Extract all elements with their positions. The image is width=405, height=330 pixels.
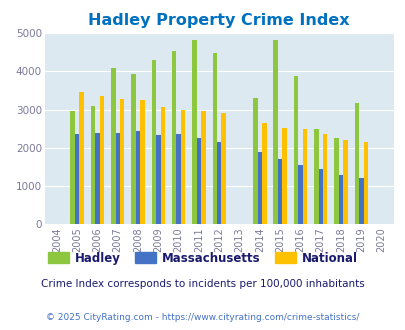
Bar <box>120 99 124 224</box>
Bar <box>342 140 347 224</box>
Bar <box>115 133 120 224</box>
Bar <box>302 129 307 224</box>
Bar <box>100 96 104 224</box>
Bar <box>79 92 83 224</box>
Bar <box>257 152 262 224</box>
Bar <box>160 107 164 224</box>
Bar <box>181 110 185 224</box>
Bar <box>151 60 156 224</box>
Bar <box>333 138 338 224</box>
Bar <box>111 68 115 224</box>
Bar <box>322 134 326 224</box>
Bar <box>216 142 221 224</box>
Bar <box>91 106 95 224</box>
Bar <box>354 103 358 224</box>
Bar <box>212 53 216 224</box>
Bar <box>95 133 100 224</box>
Bar <box>318 169 322 224</box>
Bar <box>293 76 297 224</box>
Bar <box>358 178 363 224</box>
Bar <box>262 123 266 224</box>
Bar <box>277 158 282 224</box>
Bar <box>282 128 286 224</box>
Bar <box>298 165 302 224</box>
Title: Hadley Property Crime Index: Hadley Property Crime Index <box>88 13 349 28</box>
Bar <box>192 40 196 224</box>
Bar <box>200 111 205 224</box>
Bar <box>135 131 140 224</box>
Bar <box>363 142 367 224</box>
Bar <box>313 129 318 224</box>
Text: © 2025 CityRating.com - https://www.cityrating.com/crime-statistics/: © 2025 CityRating.com - https://www.city… <box>46 313 359 322</box>
Bar <box>75 134 79 224</box>
Bar <box>176 134 181 224</box>
Bar <box>196 138 201 224</box>
Bar <box>140 100 144 224</box>
Legend: Hadley, Massachusetts, National: Hadley, Massachusetts, National <box>43 247 362 269</box>
Bar <box>338 176 343 224</box>
Bar <box>273 40 277 224</box>
Bar <box>131 74 135 224</box>
Bar <box>172 51 176 224</box>
Bar <box>221 113 225 224</box>
Bar <box>252 98 257 224</box>
Text: Crime Index corresponds to incidents per 100,000 inhabitants: Crime Index corresponds to incidents per… <box>41 279 364 289</box>
Bar <box>70 112 75 224</box>
Bar <box>156 135 160 224</box>
